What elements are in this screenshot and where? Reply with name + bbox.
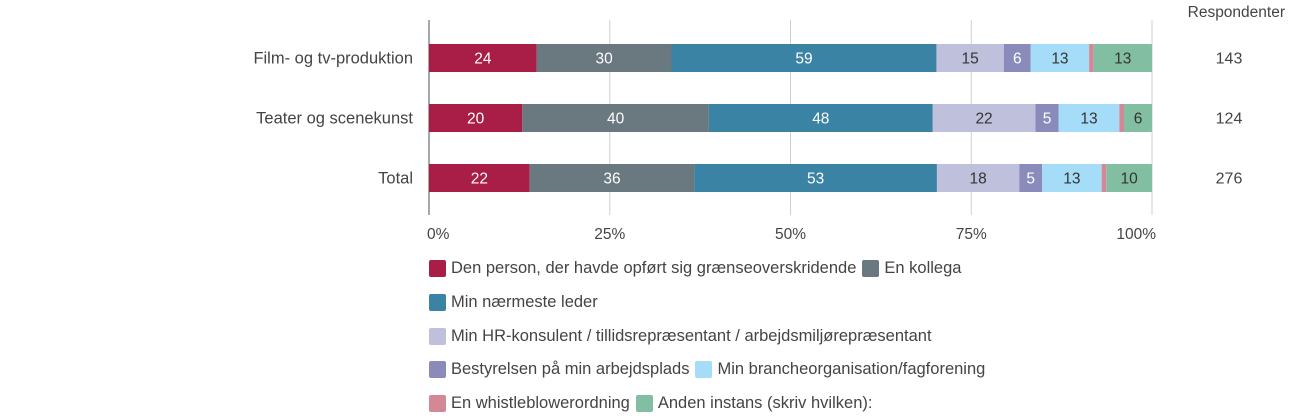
- legend-swatch: [429, 361, 446, 379]
- legend-swatch: [429, 260, 446, 278]
- legend-swatch: [429, 395, 446, 413]
- bar-segments: 24 30 59 15 6 13 13 20 40 48 22 5 13 6 22 36 53 18 5 13 10: [429, 44, 1152, 192]
- data-label: 13: [1114, 51, 1131, 68]
- data-label: 13: [1063, 171, 1080, 188]
- bar-segment: [429, 104, 523, 132]
- data-label: 40: [607, 111, 625, 128]
- bar-segment: [522, 104, 709, 132]
- bar-segment: [1124, 104, 1152, 132]
- data-label: 6: [1134, 111, 1143, 128]
- category-label: Total: [378, 170, 413, 188]
- legend-item[interactable]: Min nærmeste leder: [429, 293, 598, 312]
- data-label: 59: [795, 51, 812, 68]
- legend-swatch: [862, 260, 880, 278]
- bar-segment: [708, 104, 933, 132]
- data-label: 10: [1120, 171, 1138, 188]
- category-label: Teater og scenekunst: [256, 110, 413, 128]
- bar-segment: [1042, 164, 1102, 192]
- bar-segment: [1089, 44, 1094, 72]
- legend-item[interactable]: En kollega: [862, 259, 961, 278]
- x-axis-ticks: 0% 25% 50% 75% 100%: [427, 226, 1156, 243]
- bar-segment: [429, 44, 537, 72]
- legend-item[interactable]: Anden instans (skriv hvilken):: [635, 394, 873, 413]
- bar-segment: [1119, 104, 1125, 132]
- data-label: 22: [975, 111, 992, 128]
- bar-segment: [1003, 44, 1031, 72]
- data-label: 5: [1043, 111, 1052, 128]
- legend-swatch: [429, 327, 446, 345]
- legend-label: Bestyrelsen på min arbejdsplads: [451, 360, 690, 379]
- legend-row: Bestyrelsen på min arbejdsplads Min bran…: [429, 353, 1289, 387]
- data-label: 13: [1051, 51, 1068, 68]
- data-label: 53: [807, 171, 824, 188]
- category-labels: Film- og tv-produktion Teater og scenekun…: [253, 50, 413, 188]
- bar-segment: [536, 44, 672, 72]
- legend-label: Anden instans (skriv hvilken):: [657, 394, 873, 413]
- bar-segment: [1093, 44, 1152, 72]
- legend-item[interactable]: Min HR-konsulent / tillidsrepræsentant /…: [429, 327, 932, 346]
- bar-segment: [936, 164, 1020, 192]
- respondent-count: 124: [1216, 111, 1243, 128]
- legend-item[interactable]: Bestyrelsen på min arbejdsplads: [429, 360, 689, 379]
- legend: Den person, der havde opført sig grænseo…: [429, 252, 1289, 420]
- legend-swatch: [695, 361, 713, 379]
- x-tick-label: 75%: [956, 226, 987, 243]
- bar-segment: [932, 104, 1036, 132]
- respondents-header: Respondenter: [1188, 4, 1285, 21]
- bar-segment: [671, 44, 937, 72]
- bar-segment: [694, 164, 937, 192]
- legend-swatch: [429, 294, 446, 312]
- data-label: 15: [962, 51, 979, 68]
- data-label: 22: [471, 171, 488, 188]
- bar-segment: [1035, 104, 1059, 132]
- legend-label: Min HR-konsulent / tillidsrepræsentant /…: [451, 326, 932, 345]
- legend-swatch: [635, 395, 653, 413]
- legend-item[interactable]: En whistleblowerordning: [429, 394, 630, 413]
- data-label: 13: [1080, 111, 1097, 128]
- data-label: 48: [812, 111, 829, 128]
- x-tick-label: 25%: [594, 226, 625, 243]
- respondent-count: 143: [1216, 51, 1243, 68]
- legend-row: En whistleblowerordning Anden instans (s…: [429, 387, 1289, 420]
- data-label: 36: [603, 171, 620, 188]
- bar-segment: [1101, 164, 1107, 192]
- bar-segment: [1030, 44, 1090, 72]
- bar-segment: [429, 164, 530, 192]
- legend-label: Den person, der havde opført sig grænseo…: [451, 259, 857, 278]
- legend-row: Den person, der havde opført sig grænseo…: [429, 252, 1289, 286]
- bar-segment: [1106, 164, 1152, 192]
- legend-label: Min nærmeste leder: [451, 293, 598, 312]
- data-label: 18: [969, 171, 986, 188]
- legend-label: En whistleblowerordning: [451, 394, 630, 413]
- data-label: 5: [1026, 171, 1035, 188]
- x-tick-label: 0%: [427, 226, 450, 243]
- bar-segment: [1058, 104, 1120, 132]
- legend-label: Min brancheorganisation/fagforening: [717, 360, 986, 379]
- data-label: 30: [596, 51, 614, 68]
- data-label: 6: [1013, 51, 1022, 68]
- bar-segment: [529, 164, 695, 192]
- x-tick-label: 50%: [775, 226, 806, 243]
- stacked-bar-chart: Respondenter 24 30 59 15 6 13 13 20 40 48 22 5 13 6 22…: [253, 4, 1285, 243]
- data-label: 24: [474, 51, 492, 68]
- legend-label: En kollega: [884, 259, 962, 278]
- respondent-count: 276: [1216, 171, 1243, 188]
- legend-item[interactable]: Min brancheorganisation/fagforening: [695, 360, 985, 379]
- bar-segment: [1019, 164, 1043, 192]
- category-label: Film- og tv-produktion: [253, 50, 413, 68]
- legend-row: Min nærmeste leder: [429, 286, 1289, 320]
- x-tick-label: 100%: [1116, 226, 1156, 243]
- bar-segment: [936, 44, 1004, 72]
- legend-row: Min HR-konsulent / tillidsrepræsentant /…: [429, 319, 1289, 353]
- respondent-counts: 143 124 276: [1216, 51, 1243, 188]
- data-label: 20: [467, 111, 485, 128]
- legend-item[interactable]: Den person, der havde opført sig grænseo…: [429, 259, 856, 278]
